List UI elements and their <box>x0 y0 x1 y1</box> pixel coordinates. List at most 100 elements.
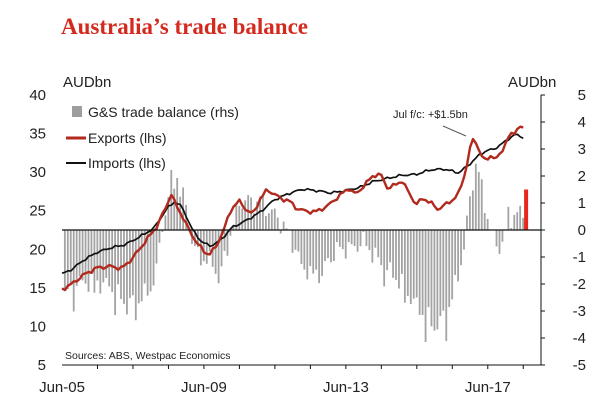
balance-bar <box>403 230 406 303</box>
balance-bar <box>418 230 421 315</box>
balance-bar <box>232 225 235 230</box>
y-right-tick-label: 4 <box>578 114 586 131</box>
balance-bar <box>84 230 87 284</box>
annotations: Jul f/c: +$1.5bn Sources: ABS, Westpac Ec… <box>65 109 468 362</box>
balance-bar <box>238 205 241 230</box>
legend-label-imports: Imports (lhs) <box>88 155 166 171</box>
balance-bar <box>161 230 164 233</box>
y-left-tick-label: 20 <box>29 241 46 258</box>
balance-bar <box>229 230 232 236</box>
y-right-tick-label: -1 <box>573 249 586 266</box>
balance-bar <box>365 230 368 247</box>
balance-bar <box>312 230 315 274</box>
balance-bar <box>117 230 119 285</box>
balance-bar <box>401 230 403 274</box>
balance-bar <box>170 169 173 230</box>
annotation-pointer <box>442 125 467 137</box>
balance-bar <box>111 230 114 292</box>
balance-bar <box>108 230 111 287</box>
balance-bar <box>173 188 176 230</box>
y-right-tick-label: -3 <box>573 303 586 320</box>
balance-bar <box>256 201 258 230</box>
x-tick-label: Jun-05 <box>39 379 85 396</box>
balance-bar <box>424 230 427 343</box>
balance-bar <box>495 230 498 247</box>
balance-bar <box>448 230 451 307</box>
balance-bar <box>90 230 93 274</box>
balance-bar <box>194 230 196 246</box>
balance-bar <box>114 230 116 316</box>
chart-title: Australia’s trade balance <box>61 14 309 39</box>
balance-bar <box>368 230 371 251</box>
balance-bar <box>270 209 273 230</box>
balance-bar <box>315 230 318 270</box>
balance-bar <box>522 217 525 230</box>
balance-bar <box>143 230 146 284</box>
balance-bar <box>259 196 261 230</box>
y-left-unit-label: AUDbn <box>63 74 112 91</box>
balance-bar <box>350 230 353 245</box>
balance-bar <box>327 230 329 259</box>
balance-bar <box>421 230 424 315</box>
balance-bar <box>362 230 365 232</box>
balance-bar <box>279 230 282 234</box>
balance-bar <box>167 197 170 230</box>
y-left-tick-label: 25 <box>29 203 46 220</box>
balance-bar <box>285 228 288 230</box>
balance-bar <box>155 230 158 264</box>
balance-bar <box>445 230 448 341</box>
balance-bar <box>409 230 412 305</box>
y-left-tick-label: 15 <box>29 280 46 297</box>
balance-bar <box>430 230 433 327</box>
balance-bar <box>466 215 468 230</box>
balance-bar <box>519 205 522 230</box>
balance-bar <box>451 230 454 300</box>
balance-bar <box>247 195 250 230</box>
balance-bar <box>235 203 238 230</box>
balance-bar <box>412 230 415 299</box>
balance-bar <box>406 230 409 296</box>
balance-bar <box>457 230 459 282</box>
balance-bar <box>477 171 480 230</box>
balance-bar <box>297 230 300 252</box>
balance-bar <box>377 230 380 258</box>
balance-bar <box>433 230 436 331</box>
balance-bar <box>344 230 347 259</box>
balance-bar <box>205 230 208 264</box>
y-left-tick-label: 30 <box>29 164 46 181</box>
balance-bar <box>383 230 386 287</box>
balance-bar <box>226 230 229 256</box>
balance-bar <box>507 206 510 230</box>
balance-bar <box>516 212 519 230</box>
balance-bars <box>63 163 529 343</box>
balance-bar <box>244 200 247 230</box>
balance-bar <box>330 230 332 263</box>
y-right-tick-label: 5 <box>578 87 586 104</box>
balance-bar <box>321 230 323 276</box>
x-tick-label: Jun-13 <box>323 379 369 396</box>
balance-bar <box>220 230 223 267</box>
balance-bar <box>510 227 513 230</box>
balance-bar <box>294 230 297 250</box>
balance-bar <box>164 215 167 230</box>
balance-bar <box>353 230 356 246</box>
balance-bar <box>102 230 105 283</box>
balance-bar <box>442 230 445 311</box>
balance-bar <box>338 230 341 247</box>
balance-bar <box>214 230 217 274</box>
balance-bar <box>335 230 338 243</box>
balance-bar <box>300 230 303 265</box>
balance-bar <box>202 230 205 262</box>
balance-bar <box>483 213 486 230</box>
forecast-bar <box>524 189 529 230</box>
balance-bar <box>253 213 255 230</box>
balance-bar <box>78 230 81 277</box>
balance-bar <box>415 230 418 298</box>
y-right-tick-label: -2 <box>573 276 586 293</box>
balance-bar <box>427 230 430 308</box>
balance-bar <box>282 221 285 230</box>
balance-bar <box>474 163 477 230</box>
y-right-tick-label: 0 <box>578 222 586 239</box>
balance-bar <box>471 190 474 230</box>
